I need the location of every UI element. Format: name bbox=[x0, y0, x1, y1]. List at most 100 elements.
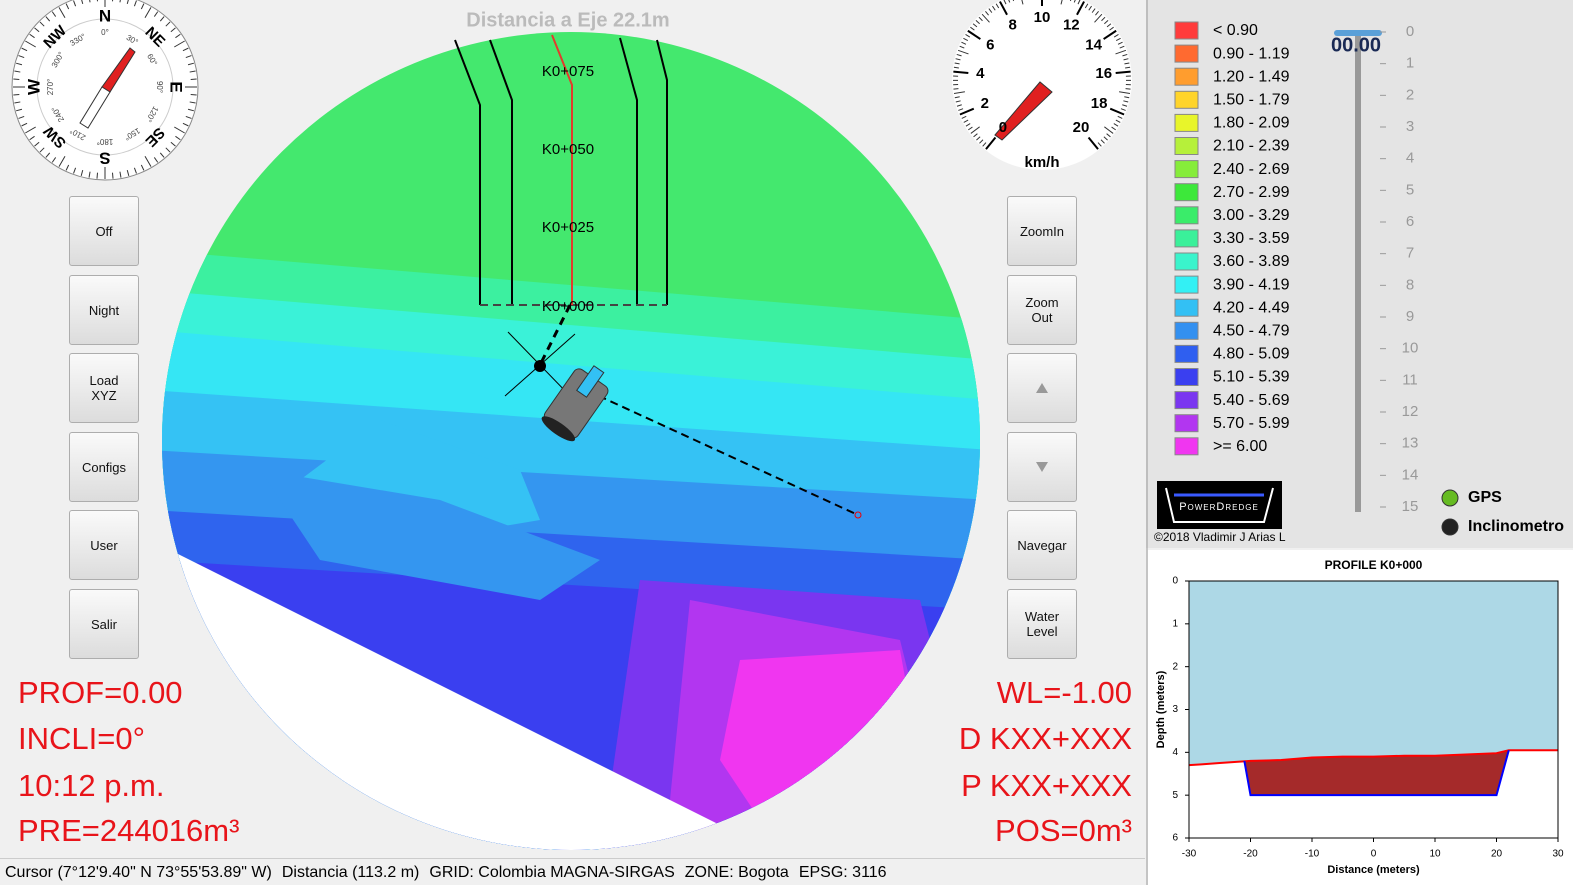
compass-tick bbox=[51, 11, 57, 17]
status-item: GRID: Colombia MAGNA-SIRGAS bbox=[429, 864, 675, 881]
chainage-label: K0+075 bbox=[542, 63, 594, 80]
legend-swatch bbox=[1174, 67, 1199, 86]
compass-tick bbox=[14, 70, 21, 73]
right-readout: D KXX+XXX bbox=[959, 721, 1132, 756]
speed-minor-tick bbox=[1088, 5, 1092, 11]
chainage-label: K0+050 bbox=[542, 141, 594, 158]
left-button[interactable]: Salir bbox=[69, 589, 139, 659]
compass-tick bbox=[45, 152, 51, 158]
speed-tick-label: 2 bbox=[981, 95, 989, 112]
compass-tick bbox=[159, 152, 165, 158]
gauge-tick-label: 9 bbox=[1406, 308, 1414, 325]
right-readout: P KXX+XXX bbox=[961, 768, 1132, 803]
compass-direction: W bbox=[24, 78, 43, 95]
compass-tick bbox=[18, 115, 25, 119]
speed-minor-tick bbox=[1003, 0, 1007, 5]
gauge-tick-label: 14 bbox=[1402, 466, 1419, 483]
compass-tick bbox=[144, 7, 152, 18]
x-axis-label: Distance (meters) bbox=[1327, 864, 1420, 876]
speed-minor-tick bbox=[1115, 119, 1121, 123]
compass-tick bbox=[34, 141, 40, 147]
speed-minor-tick bbox=[965, 123, 971, 127]
left-button[interactable]: Load XYZ bbox=[69, 353, 139, 423]
speed-minor-tick bbox=[1120, 108, 1126, 111]
compass-tick bbox=[133, 0, 137, 7]
speed-minor-tick bbox=[1012, 0, 1015, 2]
compass-tick bbox=[144, 156, 152, 167]
speed-tick bbox=[1076, 1, 1085, 16]
chainage-label: K0+025 bbox=[542, 219, 594, 236]
gauge-tick-label: 2 bbox=[1406, 86, 1414, 103]
speed-minor-tick bbox=[982, 142, 987, 147]
left-button[interactable]: User bbox=[69, 510, 139, 580]
status-item: Distancia (113.2 m) bbox=[281, 864, 420, 881]
gauge-tick-label: 12 bbox=[1402, 403, 1419, 420]
compass-tick bbox=[170, 27, 176, 33]
legend-label: 0.90 - 1.19 bbox=[1213, 45, 1290, 62]
compass-tick bbox=[29, 33, 35, 39]
gauge-tick-label: 6 bbox=[1406, 213, 1414, 230]
gauge-tick-label: 8 bbox=[1406, 276, 1414, 293]
speed-tick-label: 10 bbox=[1034, 9, 1051, 26]
left-button[interactable]: Night bbox=[69, 275, 139, 345]
gauge-tick-label: 13 bbox=[1402, 435, 1419, 452]
speed-minor-tick bbox=[1115, 49, 1127, 55]
left-button[interactable]: Configs bbox=[69, 432, 139, 502]
right-button[interactable]: Water Level bbox=[1007, 589, 1077, 659]
speed-minor-tick bbox=[1060, 0, 1063, 5]
legend-swatch bbox=[1174, 368, 1199, 386]
speed-tick bbox=[1115, 70, 1131, 75]
compass-tick bbox=[89, 0, 91, 3]
compass-tick bbox=[96, 172, 99, 179]
speed-minor-tick bbox=[1111, 126, 1116, 131]
legend-label: 5.70 - 5.99 bbox=[1213, 415, 1290, 432]
speed-minor-tick bbox=[957, 49, 969, 55]
status-indicator bbox=[1441, 489, 1459, 507]
speed-minor-tick bbox=[959, 45, 965, 49]
speed-minor-tick bbox=[981, 13, 990, 23]
compass-tick bbox=[25, 126, 36, 134]
pan-down-button[interactable] bbox=[1007, 432, 1077, 502]
compass-tick bbox=[119, 171, 122, 178]
cutter-point bbox=[854, 511, 862, 519]
left-button[interactable]: Off bbox=[69, 196, 139, 266]
terrain-line bbox=[1188, 749, 1558, 767]
legend-label: 2.10 - 2.39 bbox=[1213, 138, 1290, 155]
compass-tick bbox=[58, 156, 66, 167]
speed-tick bbox=[967, 29, 981, 40]
speed-minor-tick bbox=[972, 23, 978, 28]
compass-tick bbox=[18, 55, 25, 59]
speed-minor-tick bbox=[1119, 45, 1125, 49]
gauge-tick-label: 11 bbox=[1402, 371, 1418, 388]
compass-tick bbox=[170, 141, 176, 147]
speed-minor-tick bbox=[955, 100, 961, 103]
speed-tick bbox=[1109, 107, 1125, 116]
right-button[interactable]: ZoomIn bbox=[1007, 196, 1077, 266]
speed-minor-tick bbox=[1124, 62, 1130, 65]
compass-tick bbox=[119, 0, 121, 3]
right-button[interactable]: Navegar bbox=[1007, 510, 1077, 580]
compass-tick bbox=[16, 62, 23, 66]
profile-title: PROFILE K0+000 bbox=[1325, 558, 1423, 572]
x-tick-label: 10 bbox=[1429, 849, 1441, 860]
compass-tick bbox=[126, 169, 130, 176]
speed-minor-tick bbox=[954, 62, 960, 65]
speed-minor-tick bbox=[953, 91, 965, 94]
left-readout: 10:12 p.m. bbox=[18, 768, 164, 803]
y-tick-label: 3 bbox=[1172, 704, 1178, 715]
speed-minor-tick bbox=[1113, 123, 1119, 127]
speed-minor-tick bbox=[1100, 139, 1105, 144]
speed-minor-tick bbox=[976, 136, 981, 141]
compass-tick bbox=[25, 40, 36, 48]
right-button[interactable]: Zoom Out bbox=[1007, 275, 1077, 345]
compass-degree: 90° bbox=[155, 81, 164, 93]
speed-minor-tick bbox=[953, 88, 959, 90]
compass-tick bbox=[165, 147, 171, 153]
compass-tick bbox=[126, 0, 129, 5]
speed-minor-tick bbox=[1069, 0, 1072, 2]
pan-up-button[interactable] bbox=[1007, 353, 1077, 423]
gauge-reading: 00.00 bbox=[1331, 34, 1381, 56]
